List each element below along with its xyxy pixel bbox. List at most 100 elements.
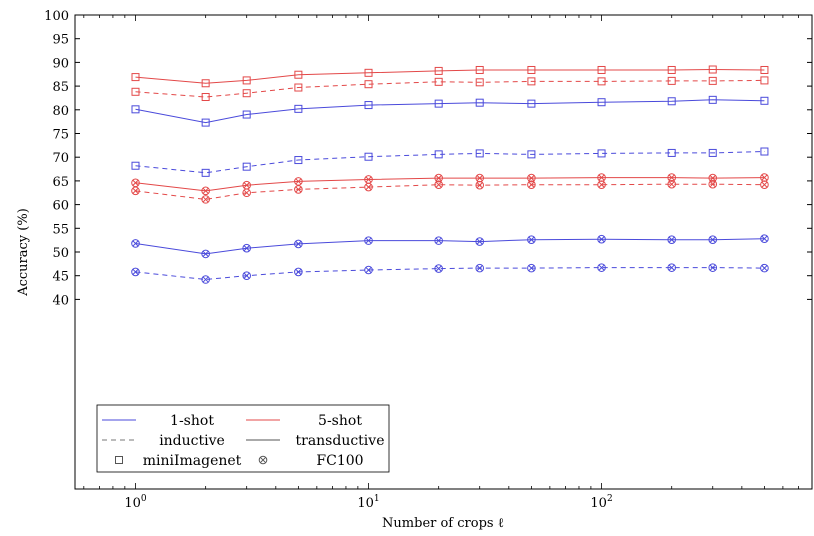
marker-circle bbox=[527, 173, 536, 183]
legend-label: 1-shot bbox=[170, 413, 214, 429]
data-point bbox=[760, 234, 769, 244]
data-point bbox=[667, 97, 676, 106]
marker-circle bbox=[242, 188, 251, 198]
data-point bbox=[597, 263, 606, 272]
marker-circle bbox=[760, 234, 769, 244]
data-point bbox=[667, 263, 677, 272]
x-axis-label: Number of crops ℓ bbox=[382, 516, 504, 531]
marker-circle bbox=[201, 186, 210, 196]
marker-cross bbox=[668, 181, 675, 188]
data-point bbox=[597, 98, 606, 107]
data-point bbox=[242, 76, 251, 85]
marker-cross bbox=[709, 181, 716, 188]
data-point bbox=[708, 65, 717, 74]
marker-cross bbox=[528, 236, 535, 243]
marker-circle bbox=[294, 239, 303, 249]
marker-circle bbox=[475, 180, 485, 190]
marker-cross bbox=[668, 236, 675, 243]
marker-cross bbox=[132, 240, 139, 247]
marker-circle bbox=[527, 235, 536, 244]
data-point bbox=[201, 275, 210, 284]
y-axis: 40 45 50 55 60 65 70 75 80 85 90 95 100 bbox=[44, 9, 812, 308]
marker-circle bbox=[201, 195, 210, 204]
data-point bbox=[201, 168, 210, 177]
data-point bbox=[434, 173, 443, 183]
y-tick-label: 40 bbox=[52, 293, 69, 308]
data-point bbox=[131, 239, 140, 248]
data-point bbox=[475, 263, 485, 273]
series-5-shot-transductive-FC100 bbox=[131, 173, 769, 196]
marker-circle bbox=[667, 173, 677, 182]
marker-cross bbox=[295, 268, 302, 275]
data-point bbox=[364, 101, 373, 110]
legend-label: 5-shot bbox=[318, 413, 362, 429]
data-point bbox=[597, 180, 606, 189]
marker-circle bbox=[131, 239, 140, 248]
marker-circle bbox=[294, 185, 303, 194]
marker-circle bbox=[760, 263, 769, 273]
data-point bbox=[475, 180, 485, 190]
series-1-shot-transductive-FC100 bbox=[131, 234, 769, 259]
data-point bbox=[294, 70, 303, 79]
marker-circle bbox=[364, 265, 373, 275]
marker-circle bbox=[708, 235, 718, 244]
legend: 1-shot 5-shot inductive transductive miniIma… bbox=[96, 404, 390, 473]
data-point bbox=[708, 173, 718, 183]
data-point bbox=[527, 77, 536, 86]
legend-symbol-circle-x bbox=[258, 455, 268, 465]
series-line bbox=[135, 183, 765, 200]
data-point bbox=[667, 65, 676, 74]
y-tick-label: 80 bbox=[52, 104, 69, 119]
data-point bbox=[131, 267, 140, 277]
data-point bbox=[242, 162, 251, 171]
marker-cross bbox=[476, 238, 483, 245]
series-line bbox=[135, 79, 765, 98]
series-line bbox=[135, 238, 765, 255]
y-tick-label: 75 bbox=[52, 128, 69, 143]
legend-label: transductive bbox=[296, 433, 385, 449]
data-point bbox=[597, 149, 606, 158]
marker-cross bbox=[365, 184, 372, 191]
y-tick-label: 55 bbox=[52, 222, 69, 237]
legend-label: FC100 bbox=[316, 453, 363, 469]
marker-cross bbox=[668, 174, 675, 181]
data-point bbox=[760, 76, 769, 85]
data-point bbox=[597, 65, 606, 74]
data-point bbox=[667, 76, 676, 85]
data-point bbox=[242, 110, 251, 119]
data-point bbox=[708, 148, 717, 157]
data-point bbox=[294, 185, 303, 194]
data-point bbox=[475, 237, 485, 246]
data-point bbox=[708, 76, 717, 85]
series-line bbox=[135, 177, 765, 192]
data-point bbox=[708, 95, 717, 104]
marker-cross bbox=[668, 264, 675, 271]
data-point bbox=[294, 104, 303, 113]
data-point bbox=[708, 235, 718, 244]
data-point bbox=[667, 235, 677, 244]
data-point bbox=[364, 68, 373, 77]
marker-cross bbox=[598, 181, 605, 188]
marker-circle bbox=[708, 263, 718, 272]
data-point bbox=[242, 188, 251, 198]
y-axis-label: Accuracy (%) bbox=[16, 208, 31, 297]
data-point bbox=[294, 83, 303, 92]
marker-cross bbox=[435, 175, 442, 182]
marker-circle bbox=[527, 263, 536, 273]
series-line bbox=[135, 99, 765, 124]
x-axis: 100 101 102 bbox=[83, 15, 813, 511]
series-1-shot-transductive-miniImagenet bbox=[131, 95, 769, 127]
marker-cross bbox=[365, 237, 372, 244]
marker-cross bbox=[709, 264, 716, 271]
marker-cross bbox=[132, 268, 139, 275]
data-point bbox=[527, 263, 536, 273]
data-point bbox=[667, 148, 676, 157]
data-point bbox=[242, 271, 251, 281]
data-point bbox=[364, 152, 373, 161]
marker-circle bbox=[597, 180, 606, 189]
marker-cross bbox=[528, 181, 535, 188]
y-tick-label: 90 bbox=[52, 56, 69, 71]
data-point bbox=[294, 239, 303, 249]
marker-cross bbox=[528, 175, 535, 182]
data-point bbox=[527, 150, 536, 159]
